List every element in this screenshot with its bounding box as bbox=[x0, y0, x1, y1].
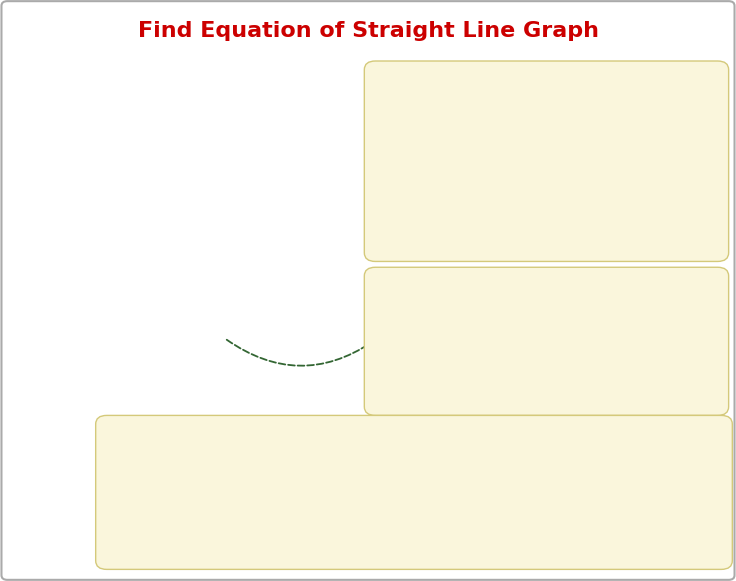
Text: 1. Find the gradient (slope): 1. Find the gradient (slope) bbox=[439, 77, 647, 92]
Text: $=$: $=$ bbox=[502, 144, 523, 164]
Text: $c$: $c$ bbox=[375, 470, 388, 489]
Text: 2: 2 bbox=[191, 185, 198, 195]
Text: $4$: $4$ bbox=[470, 170, 484, 189]
Text: $x-1$: $x-1$ bbox=[359, 511, 408, 529]
Text: $2$: $2$ bbox=[331, 536, 343, 555]
Text: -1: -1 bbox=[167, 302, 178, 311]
Text: $y = $: $y = $ bbox=[293, 470, 325, 489]
Text: $c = -1$: $c = -1$ bbox=[505, 346, 581, 365]
Text: 1: 1 bbox=[191, 232, 198, 242]
Text: $m =$: $m =$ bbox=[423, 144, 465, 164]
Text: 4: 4 bbox=[286, 341, 295, 355]
Text: -2: -2 bbox=[133, 302, 144, 311]
Text: $x+$: $x+$ bbox=[346, 470, 378, 489]
Text: 2. Find the y-intercept: 2. Find the y-intercept bbox=[459, 288, 628, 303]
FancyBboxPatch shape bbox=[96, 415, 732, 569]
FancyBboxPatch shape bbox=[364, 61, 729, 261]
Text: $2$: $2$ bbox=[471, 119, 483, 138]
Text: 3: 3 bbox=[191, 138, 198, 148]
Text: $y=$: $y=$ bbox=[284, 511, 316, 529]
Text: $1$: $1$ bbox=[528, 119, 541, 138]
Text: 3. Write the equation in slope-intercept form: 3. Write the equation in slope-intercept… bbox=[242, 431, 585, 446]
Text: Q: Q bbox=[328, 215, 338, 228]
Text: 3: 3 bbox=[304, 302, 311, 311]
Text: $2$: $2$ bbox=[528, 170, 540, 189]
Text: 0: 0 bbox=[194, 302, 202, 311]
Text: 1: 1 bbox=[236, 302, 244, 311]
Text: -4: -4 bbox=[187, 467, 198, 476]
Text: P: P bbox=[210, 344, 217, 357]
Text: 2: 2 bbox=[347, 277, 357, 290]
Text: -3: -3 bbox=[187, 419, 198, 429]
Text: -4: -4 bbox=[66, 302, 77, 311]
FancyBboxPatch shape bbox=[364, 267, 729, 415]
Text: Find Equation of Straight Line Graph: Find Equation of Straight Line Graph bbox=[138, 21, 598, 41]
Text: -3: -3 bbox=[100, 302, 111, 311]
Text: 4: 4 bbox=[338, 302, 344, 311]
Text: 2: 2 bbox=[270, 302, 277, 311]
Text: $1$: $1$ bbox=[330, 485, 344, 504]
Text: -2: -2 bbox=[187, 372, 198, 382]
Text: -1: -1 bbox=[187, 325, 198, 336]
Text: 4: 4 bbox=[191, 91, 198, 101]
Text: $m$: $m$ bbox=[328, 470, 347, 489]
